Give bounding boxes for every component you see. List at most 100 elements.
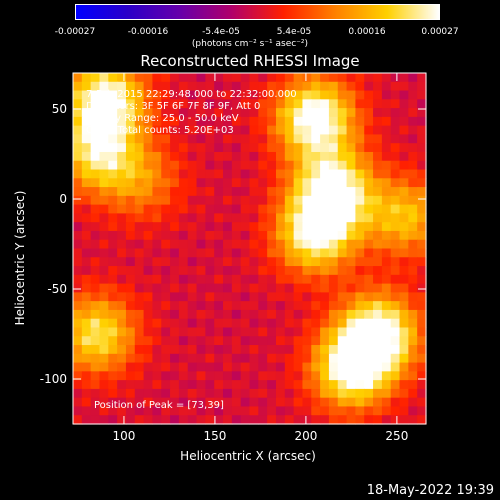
heatmap-cell xyxy=(417,345,427,355)
heatmap-cell xyxy=(117,248,127,258)
heatmap-cell xyxy=(170,134,180,144)
heatmap-cell xyxy=(355,318,365,329)
heatmap-cell xyxy=(99,415,109,425)
heatmap-cell xyxy=(231,187,242,197)
heatmap-cell xyxy=(99,292,109,302)
heatmap-cell xyxy=(152,116,162,127)
heatmap-cell xyxy=(187,292,198,302)
heatmap-cell xyxy=(275,371,286,381)
heatmap-cell xyxy=(258,169,268,179)
heatmap-cell xyxy=(417,274,427,285)
heatmap-cell xyxy=(267,151,277,162)
heatmap-cell xyxy=(223,108,233,118)
heatmap-cell xyxy=(284,336,295,346)
heatmap-cell xyxy=(293,239,304,250)
heatmap-cell xyxy=(373,125,383,136)
heatmap-cell xyxy=(328,169,339,179)
heatmap-cell xyxy=(355,230,365,241)
heatmap-cell xyxy=(337,327,348,337)
heatmap-cell xyxy=(196,362,206,372)
heatmap-cell xyxy=(90,125,101,136)
heatmap-cell xyxy=(90,187,101,197)
heatmap-cell xyxy=(205,292,215,302)
heatmap-cell xyxy=(152,151,162,162)
heatmap-cell xyxy=(302,187,312,197)
y-tick-label: -50 xyxy=(47,282,67,296)
heatmap-cell xyxy=(364,397,374,408)
heatmap-cell xyxy=(293,90,304,100)
heatmap-cell xyxy=(373,380,383,390)
heatmap-cell xyxy=(355,415,365,425)
heatmap-cell xyxy=(152,178,162,188)
heatmap-cell xyxy=(73,178,83,188)
heatmap-cell xyxy=(223,213,233,223)
heatmap-cell xyxy=(196,169,206,179)
heatmap-cell xyxy=(205,195,215,206)
heatmap-cell xyxy=(134,81,145,92)
heatmap-cell xyxy=(337,195,348,206)
heatmap-cell xyxy=(170,90,180,100)
heatmap-cell xyxy=(152,371,162,381)
heatmap-cell xyxy=(258,73,268,83)
heatmap-cell xyxy=(381,301,392,311)
heatmap-cell xyxy=(381,169,392,179)
heatmap-cell xyxy=(134,309,145,320)
colorbar-tick: 5.4e-05 xyxy=(276,27,312,37)
heatmap-cell xyxy=(108,406,118,416)
heatmap-cell xyxy=(170,195,180,206)
heatmap-cell xyxy=(73,318,83,329)
heatmap-cell xyxy=(408,283,418,293)
heatmap-cell xyxy=(399,327,409,337)
heatmap-cell xyxy=(311,336,321,346)
heatmap-cell xyxy=(373,73,383,83)
heatmap-cell xyxy=(240,397,251,408)
heatmap-cell xyxy=(240,108,251,118)
heatmap-cell xyxy=(417,151,427,162)
heatmap-cell xyxy=(214,371,224,381)
heatmap-cell xyxy=(170,274,180,285)
heatmap-cell xyxy=(417,204,427,215)
heatmap-cell xyxy=(214,336,224,346)
heatmap-cell xyxy=(214,151,224,162)
heatmap-cell xyxy=(90,274,101,285)
heatmap-cell xyxy=(284,406,295,416)
heatmap-cell xyxy=(81,274,92,285)
heatmap-cell xyxy=(90,309,101,320)
heatmap-cell xyxy=(346,309,356,320)
heatmap-cell xyxy=(337,362,348,372)
heatmap-cell xyxy=(417,406,427,416)
heatmap-cell xyxy=(125,292,136,302)
heatmap-cell xyxy=(125,345,136,355)
heatmap-cell xyxy=(328,213,339,223)
heatmap-cell xyxy=(417,283,427,293)
heatmap-cell xyxy=(267,380,277,390)
heatmap-cell xyxy=(346,301,356,311)
heatmap-cell xyxy=(90,239,101,250)
heatmap-cell xyxy=(373,415,383,425)
heatmap-cell xyxy=(187,81,198,92)
heatmap-cell xyxy=(108,187,118,197)
heatmap-cell xyxy=(108,239,118,250)
heatmap-cell xyxy=(417,353,427,364)
heatmap-cell xyxy=(408,90,418,100)
heatmap-cell xyxy=(320,380,330,390)
heatmap-cell xyxy=(187,353,198,364)
heatmap-cell xyxy=(408,178,418,188)
heatmap-cell xyxy=(73,81,83,92)
heatmap-cell xyxy=(134,90,145,100)
heatmap-cell xyxy=(205,406,215,416)
heatmap-cell xyxy=(258,108,268,118)
heatmap-cell xyxy=(346,239,356,250)
heatmap-cell xyxy=(258,388,268,399)
heatmap-cell xyxy=(134,283,145,293)
heatmap-cell xyxy=(231,178,242,188)
heatmap-cell xyxy=(143,239,154,250)
heatmap-cell xyxy=(178,169,189,179)
heatmap-cell xyxy=(152,143,162,153)
heatmap-cell xyxy=(108,353,118,364)
heatmap-cell xyxy=(90,248,101,258)
heatmap-cell xyxy=(99,257,109,267)
heatmap-cell xyxy=(311,239,321,250)
heatmap-cell xyxy=(328,415,339,425)
heatmap-cell xyxy=(196,116,206,127)
